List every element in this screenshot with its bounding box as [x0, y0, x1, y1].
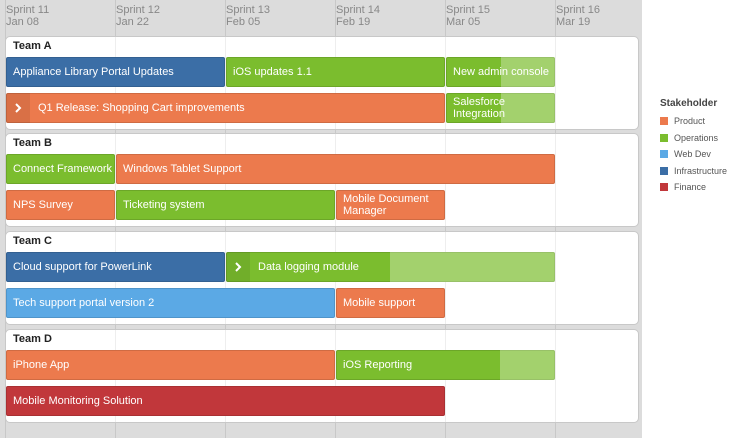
epic-label: Data logging module — [258, 261, 359, 273]
sprint-header: Sprint 14 Feb 19 — [336, 4, 380, 28]
team-panel: Team C Cloud support for PowerLink Data lo… — [5, 231, 639, 325]
epic-label: Cloud support for PowerLink — [13, 261, 152, 273]
progress-remaining — [501, 57, 555, 87]
epic-label: Mobile support — [343, 297, 416, 309]
grid-line — [225, 232, 226, 324]
sprint-date: Mar 19 — [556, 16, 591, 28]
epic-bar[interactable]: Salesforce Integration — [446, 93, 555, 123]
sprint-header: Sprint 15 Mar 05 — [446, 4, 490, 28]
epic-label: Connect Framework — [13, 163, 113, 175]
grid-line — [335, 330, 336, 422]
epic-bar[interactable]: Mobile Monitoring Solution — [6, 386, 445, 416]
epic-bar[interactable]: Mobile Document Manager — [336, 190, 445, 220]
epic-label: iOS updates 1.1 — [233, 66, 312, 78]
legend-item: Operations — [660, 130, 727, 147]
sprint-name: Sprint 15 — [446, 4, 491, 16]
epic-label: Mobile Monitoring Solution — [13, 395, 143, 407]
sprint-name: Sprint 13 — [226, 4, 271, 16]
sprint-name: Sprint 12 — [116, 4, 161, 16]
epic-label: Ticketing system — [123, 199, 205, 211]
legend-label: Product — [674, 116, 706, 127]
epic-bar[interactable]: Appliance Library Portal Updates — [6, 57, 225, 87]
sprint-date: Mar 05 — [446, 16, 481, 28]
grid-line — [555, 134, 556, 226]
sprint-name: Sprint 11 — [6, 4, 50, 16]
legend-item: Finance — [660, 179, 727, 196]
sprint-date: Feb 19 — [336, 16, 371, 28]
sprint-date: Feb 05 — [226, 16, 261, 28]
sprint-name: Sprint 16 — [556, 4, 601, 16]
board: Sprint 11 Jan 08 Sprint 12 Jan 22 Sprint 13 F… — [0, 0, 642, 438]
expand-icon[interactable] — [6, 93, 30, 123]
legend-label: Finance — [674, 182, 707, 193]
epic-label: iPhone App — [13, 359, 70, 371]
sprint-date: Jan 22 — [116, 16, 150, 28]
grid-line — [555, 232, 556, 324]
team-name: Team A — [13, 40, 52, 52]
epic-bar[interactable]: NPS Survey — [6, 190, 115, 220]
chevron — [15, 103, 22, 113]
legend-swatch — [660, 166, 668, 175]
team-name: Team D — [13, 333, 52, 345]
epic-bar[interactable]: Mobile support — [336, 288, 445, 318]
legend-label: Infrastructure — [674, 165, 728, 176]
epic-label: New admin console — [453, 66, 549, 78]
epic-bar[interactable]: Windows Tablet Support — [116, 154, 555, 184]
progress-remaining — [500, 350, 555, 380]
team-panel: Team B Connect Framework Windows Tablet Su… — [5, 133, 639, 227]
epic-bar[interactable]: Cloud support for PowerLink — [6, 252, 225, 282]
legend-label: Web Dev — [674, 149, 711, 160]
epic-label: Q1 Release: Shopping Cart improvements — [38, 102, 245, 114]
expand-icon[interactable] — [226, 252, 250, 282]
epic-label: Mobile Document Manager — [343, 193, 429, 217]
team-name: Team B — [13, 137, 52, 149]
epic-bar[interactable]: Connect Framework — [6, 154, 115, 184]
epic-label: iOS Reporting — [343, 359, 413, 371]
legend-swatch — [660, 133, 668, 142]
sprint-header: Sprint 12 Jan 22 — [116, 4, 160, 28]
sprint-header: Sprint 13 Feb 05 — [226, 4, 270, 28]
sprint-name: Sprint 14 — [336, 4, 381, 16]
grid-line — [445, 37, 446, 129]
sprint-header: Sprint 11 Jan 08 — [6, 4, 49, 28]
epic-bar[interactable]: Q1 Release: Shopping Cart improvements — [6, 93, 445, 123]
chevron — [235, 262, 242, 272]
sprint-header: Sprint 16 Mar 19 — [556, 4, 600, 28]
epic-label: Tech support portal version 2 — [13, 297, 155, 309]
legend-label: Operations — [674, 132, 719, 143]
epic-label: Appliance Library Portal Updates — [13, 66, 174, 78]
legend: Stakeholder Product Operations Web Dev Infr… — [660, 98, 727, 196]
epic-bar[interactable]: iOS Reporting — [336, 350, 555, 380]
team-name: Team C — [13, 235, 52, 247]
grid-line — [115, 134, 116, 226]
legend-item: Web Dev — [660, 146, 727, 163]
epic-bar[interactable]: Ticketing system — [116, 190, 335, 220]
epic-bar[interactable]: New admin console — [446, 57, 555, 87]
epic-bar[interactable]: iPhone App — [6, 350, 335, 380]
epic-bar[interactable]: iOS updates 1.1 — [226, 57, 445, 87]
legend-title: Stakeholder — [660, 98, 718, 109]
team-panel: Team A Appliance Library Portal Updates iO… — [5, 36, 639, 130]
progress-remaining — [501, 93, 555, 123]
legend-swatch — [660, 150, 668, 159]
epic-label: Salesforce Integration — [453, 96, 505, 120]
epic-bar[interactable]: Data logging module — [226, 252, 555, 282]
legend-swatch — [660, 117, 668, 126]
grid-line — [555, 330, 556, 422]
sprint-date: Jan 08 — [6, 16, 40, 28]
team-panel: Team D iPhone App iOS Reporting Mobile Moni… — [5, 329, 639, 423]
progress-remaining — [390, 252, 555, 282]
epic-label: NPS Survey — [13, 199, 73, 211]
epic-bar[interactable]: Tech support portal version 2 — [6, 288, 335, 318]
grid-line — [555, 37, 556, 129]
legend-item: Product — [660, 113, 727, 130]
grid-line — [225, 37, 226, 129]
legend-swatch — [660, 183, 668, 192]
legend-item: Infrastructure — [660, 163, 727, 180]
epic-label: Windows Tablet Support — [123, 163, 242, 175]
